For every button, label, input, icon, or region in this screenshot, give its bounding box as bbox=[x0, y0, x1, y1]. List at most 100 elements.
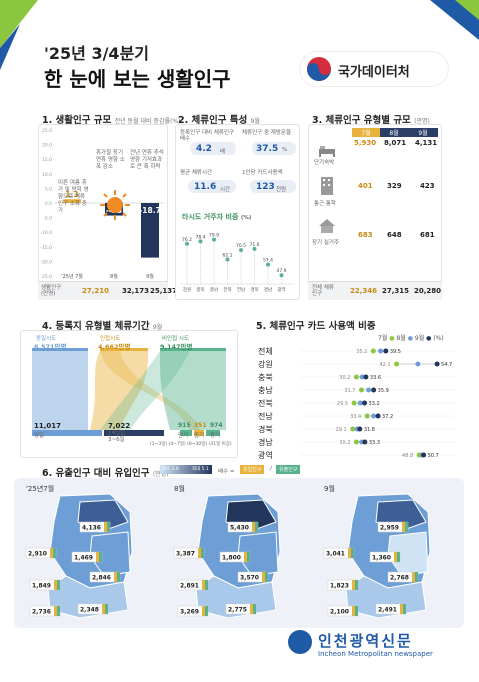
sec5-sep-dot bbox=[434, 361, 440, 367]
page-title: 한 눈에 보는 생활인구 bbox=[44, 67, 231, 91]
map-outflow-bar bbox=[201, 548, 204, 558]
sec1-foot-aug: 32,173 bbox=[122, 287, 150, 295]
map-value-label: 2,910 bbox=[28, 551, 47, 558]
sec2-value-label: 71.6 bbox=[249, 242, 259, 248]
sec1-bar bbox=[141, 203, 159, 258]
sec5-jul-dot bbox=[394, 361, 400, 367]
sec1-month-label: 8월 bbox=[110, 273, 118, 280]
sec5-jul-dot bbox=[358, 387, 364, 393]
sec3-row2-jul: 401 bbox=[358, 182, 373, 190]
map-value-label: 1,800 bbox=[222, 555, 241, 562]
sec5-jul-label: 30.2 bbox=[339, 440, 350, 446]
sec2-region-label: 경남 bbox=[264, 286, 272, 293]
sec1-month-label: '25년 7월 bbox=[61, 273, 83, 280]
sankey-tgt4-label: 중기 bbox=[194, 433, 205, 439]
map-inflow-bar bbox=[250, 604, 253, 614]
sec5-jul-dot bbox=[353, 374, 359, 380]
sankey-footnote: (1~3일) (4~7일) (8~30일) (31일 이상) bbox=[150, 442, 232, 447]
sec3-row2-aug: 329 bbox=[387, 182, 402, 190]
sec1-ytick: 25.0 bbox=[42, 128, 52, 134]
org-name: 국가데이터처 bbox=[338, 65, 410, 80]
sec2-value-label: 62.1 bbox=[222, 252, 232, 258]
sec3-month-aug: 8월 bbox=[380, 128, 408, 137]
sec2-value-label: 70.5 bbox=[236, 243, 246, 249]
map-value-label: 4,136 bbox=[82, 525, 101, 532]
sankey-tgt3-label: 단기 bbox=[178, 433, 189, 439]
sec5-sep-label: 33.2 bbox=[369, 401, 380, 407]
sec5-jul-dot bbox=[350, 426, 356, 432]
sec3-row1-sep: 4,131 bbox=[415, 139, 438, 147]
sec1-ytick: -10.0 bbox=[40, 230, 52, 236]
sec3-row2-sep: 423 bbox=[420, 182, 435, 190]
sec5-jul-label: 30.2 bbox=[339, 375, 350, 381]
sec5-aug-dot bbox=[371, 413, 377, 419]
map-inflow-bar bbox=[352, 580, 355, 590]
map-value-label: 2,100 bbox=[330, 609, 349, 616]
sec6-title: 6. 유출인구 대비 유입인구 (만명) bbox=[42, 468, 169, 479]
sankey-tgt2-value: 7,022 bbox=[108, 422, 131, 430]
map-outflow-bar bbox=[107, 522, 110, 532]
sec5-sep-dot bbox=[357, 426, 363, 432]
map-inflow-bar bbox=[102, 604, 105, 614]
sec5-jul-label: 42.1 bbox=[379, 362, 390, 368]
map-outflow-bar bbox=[105, 604, 108, 614]
sec5-sep-label: 54.7 bbox=[441, 362, 452, 368]
sec5-sep-label: 33.3 bbox=[369, 440, 380, 446]
sec5-region-label: 전북 bbox=[258, 398, 273, 408]
map-inflow-bar bbox=[54, 606, 57, 616]
sec5-jul-label: 29.5 bbox=[337, 401, 348, 407]
map-outflow-bar bbox=[405, 522, 408, 532]
sec5-sep-dot bbox=[363, 374, 369, 380]
map-outflow-bar bbox=[415, 572, 418, 582]
map-value-label: 3,570 bbox=[240, 575, 259, 582]
sankey-tgt5-value: 974 bbox=[210, 422, 223, 429]
sec5-region-label: 전체 bbox=[258, 346, 273, 356]
sun-icon bbox=[100, 190, 130, 220]
sec1-bar bbox=[63, 199, 81, 203]
map-outflow-bar bbox=[255, 522, 258, 532]
sec1-foot-sep: 25,137 bbox=[150, 287, 178, 295]
sec5-legend: 7월 ● 8월 ● 9월 ● (%) bbox=[378, 335, 444, 342]
map-outflow-bar bbox=[403, 604, 406, 614]
sec5-aug-dot bbox=[357, 400, 363, 406]
sec3-footer: 전체 체류인구 22,346 27,315 20,280 bbox=[308, 281, 442, 300]
sec1-footer: 생활인구(만명) 27,210 32,173 25,137 bbox=[38, 281, 177, 300]
sec2-dot bbox=[279, 273, 284, 278]
map-value-label: 3,269 bbox=[180, 609, 199, 616]
sec5-aug-dot bbox=[359, 374, 365, 380]
sec1-bar-label: -18.7 bbox=[139, 206, 161, 215]
sec5-sep-label: 50.7 bbox=[428, 453, 439, 459]
map-value-label: 2,846 bbox=[92, 575, 111, 582]
sec3-month-jul: 7월 bbox=[352, 128, 380, 137]
sec5-aug-dot bbox=[366, 387, 372, 393]
sec5-sep-label: 31.8 bbox=[364, 427, 375, 433]
map-inflow-bar bbox=[50, 548, 53, 558]
sec4-sankey-chart bbox=[32, 348, 226, 436]
map-outflow-bar bbox=[57, 580, 60, 590]
map-outflow-bar bbox=[355, 580, 358, 590]
map-inflow-bar bbox=[412, 572, 415, 582]
sec2-value-label: 47.9 bbox=[276, 268, 286, 274]
map-inflow-bar bbox=[352, 606, 355, 616]
sec1-ytick: 20.0 bbox=[42, 143, 52, 149]
sec1-ytick: -5.0 bbox=[43, 216, 52, 222]
sec5-region-label: 충남 bbox=[258, 386, 273, 395]
sec1-ytick: 0.0 bbox=[45, 201, 52, 207]
stat-revisit: 체류인구 중 재방문율 37.5 % bbox=[242, 130, 298, 158]
map-inflow-bar bbox=[244, 552, 247, 562]
sec2-region-label: 전남 bbox=[237, 286, 245, 293]
sankey-tgt2-label: 1박2일 3~6일 bbox=[108, 431, 126, 443]
map-inflow-bar bbox=[54, 580, 57, 590]
sec5-jul-label: 29.1 bbox=[336, 427, 347, 433]
map-value-label: 2,348 bbox=[80, 607, 99, 614]
sec6-korea-map: 5,430 3,387 1,800 3,570 2,891 3,269 2,775 bbox=[173, 493, 281, 619]
sec2-title: 2. 체류인구 특성 9월 bbox=[178, 115, 260, 126]
map-value-label: 1,823 bbox=[330, 583, 349, 590]
sec5-sep-dot bbox=[362, 400, 368, 406]
map-outflow-bar bbox=[99, 552, 102, 562]
map-outflow-bar bbox=[53, 548, 56, 558]
sec2-lollipop-chart: 76.2 강원 78.4 충북 79.9 충남 62.1 전북 70.5 전남 71.6 경북 57.4… bbox=[181, 233, 295, 293]
legend-min: 최소 1.6 bbox=[162, 467, 179, 472]
sec2-value-label: 78.4 bbox=[195, 234, 205, 240]
